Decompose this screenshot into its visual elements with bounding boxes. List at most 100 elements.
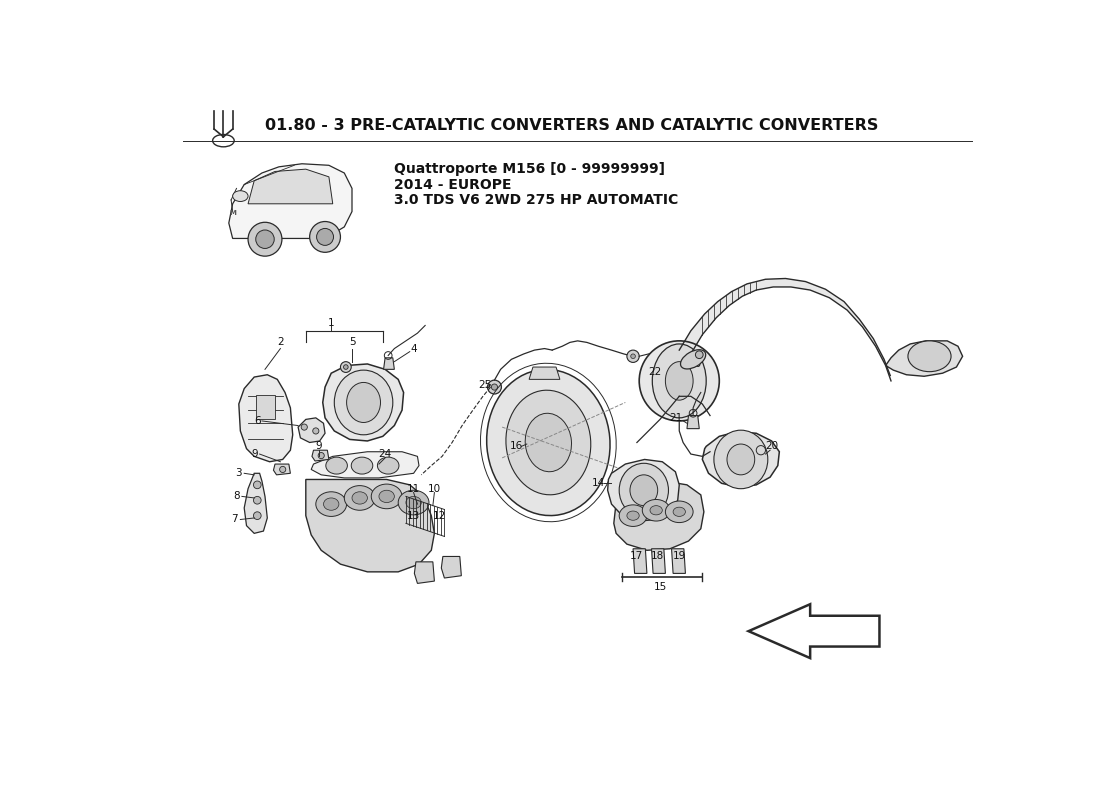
Circle shape: [630, 354, 636, 358]
Ellipse shape: [233, 190, 249, 202]
Text: 22: 22: [648, 366, 661, 377]
Circle shape: [310, 222, 341, 252]
Ellipse shape: [908, 341, 952, 372]
Text: 25: 25: [478, 380, 492, 390]
Polygon shape: [671, 549, 685, 574]
Polygon shape: [229, 164, 352, 238]
Text: 6: 6: [254, 416, 261, 426]
Ellipse shape: [630, 475, 658, 506]
Polygon shape: [322, 364, 404, 441]
Ellipse shape: [406, 496, 421, 509]
Text: 15: 15: [653, 582, 667, 592]
Polygon shape: [312, 450, 329, 461]
Ellipse shape: [352, 492, 367, 504]
Circle shape: [627, 350, 639, 362]
Polygon shape: [384, 358, 395, 370]
Text: 1: 1: [328, 318, 334, 328]
Text: 11: 11: [407, 484, 420, 494]
Text: 9: 9: [316, 442, 322, 451]
Ellipse shape: [727, 444, 755, 475]
Polygon shape: [634, 549, 647, 574]
Circle shape: [253, 496, 261, 504]
Polygon shape: [529, 367, 560, 379]
Polygon shape: [686, 415, 700, 429]
Circle shape: [695, 351, 703, 358]
Ellipse shape: [525, 414, 572, 472]
Circle shape: [639, 341, 719, 421]
Polygon shape: [298, 418, 326, 442]
Ellipse shape: [627, 511, 639, 520]
Text: 17: 17: [630, 551, 644, 562]
Circle shape: [492, 384, 497, 390]
Polygon shape: [244, 474, 267, 534]
Text: 13: 13: [407, 510, 420, 521]
Circle shape: [312, 428, 319, 434]
Text: M: M: [229, 210, 236, 216]
Circle shape: [248, 222, 282, 256]
Text: 8: 8: [233, 491, 240, 502]
Text: 2: 2: [277, 338, 284, 347]
Circle shape: [253, 481, 261, 489]
Circle shape: [301, 424, 307, 430]
Ellipse shape: [619, 463, 669, 517]
Polygon shape: [249, 169, 332, 204]
Ellipse shape: [326, 457, 348, 474]
Text: 12: 12: [432, 510, 446, 521]
Text: Quattroporte M156 [0 - 99999999]: Quattroporte M156 [0 - 99999999]: [395, 162, 666, 176]
Ellipse shape: [714, 430, 768, 489]
Polygon shape: [614, 481, 704, 550]
Text: 23: 23: [688, 359, 702, 369]
Circle shape: [343, 365, 348, 370]
Polygon shape: [306, 479, 434, 572]
Polygon shape: [441, 557, 461, 578]
Ellipse shape: [650, 506, 662, 515]
Ellipse shape: [378, 490, 394, 502]
Ellipse shape: [346, 382, 381, 422]
Text: 24: 24: [378, 449, 392, 459]
Ellipse shape: [398, 490, 429, 515]
Polygon shape: [255, 394, 275, 419]
Circle shape: [317, 229, 333, 246]
Ellipse shape: [344, 486, 375, 510]
Text: 4: 4: [410, 343, 417, 354]
Ellipse shape: [377, 457, 399, 474]
Text: 3.0 TDS V6 2WD 275 HP AUTOMATIC: 3.0 TDS V6 2WD 275 HP AUTOMATIC: [395, 193, 679, 207]
Text: 20: 20: [766, 442, 778, 451]
Text: 3: 3: [235, 468, 242, 478]
Text: 10: 10: [428, 484, 441, 494]
Polygon shape: [680, 278, 891, 381]
Text: 2014 - EUROPE: 2014 - EUROPE: [395, 178, 512, 191]
Polygon shape: [607, 459, 680, 521]
Circle shape: [279, 466, 286, 473]
Text: 01.80 - 3 PRE-CATALYTIC CONVERTERS AND CATALYTIC CONVERTERS: 01.80 - 3 PRE-CATALYTIC CONVERTERS AND C…: [265, 118, 879, 133]
Text: 19: 19: [672, 551, 686, 562]
Text: 9: 9: [251, 449, 257, 459]
Ellipse shape: [334, 370, 393, 434]
Text: 21: 21: [669, 413, 682, 423]
Polygon shape: [415, 562, 434, 583]
Ellipse shape: [619, 505, 647, 526]
Ellipse shape: [323, 498, 339, 510]
Circle shape: [318, 453, 324, 458]
Polygon shape: [239, 374, 293, 462]
Polygon shape: [311, 452, 419, 478]
Ellipse shape: [666, 501, 693, 522]
Ellipse shape: [372, 484, 402, 509]
Ellipse shape: [666, 362, 693, 400]
Text: 14: 14: [592, 478, 605, 487]
Ellipse shape: [673, 507, 685, 517]
Circle shape: [341, 362, 351, 373]
Ellipse shape: [506, 390, 591, 494]
Polygon shape: [749, 604, 880, 658]
Circle shape: [487, 380, 502, 394]
Ellipse shape: [681, 350, 706, 369]
Ellipse shape: [642, 499, 670, 521]
Text: 7: 7: [231, 514, 238, 525]
Polygon shape: [703, 432, 779, 487]
Text: 5: 5: [349, 338, 355, 347]
Circle shape: [255, 230, 274, 249]
Ellipse shape: [486, 370, 610, 515]
Ellipse shape: [351, 457, 373, 474]
Ellipse shape: [316, 492, 346, 517]
Text: 18: 18: [651, 551, 664, 562]
